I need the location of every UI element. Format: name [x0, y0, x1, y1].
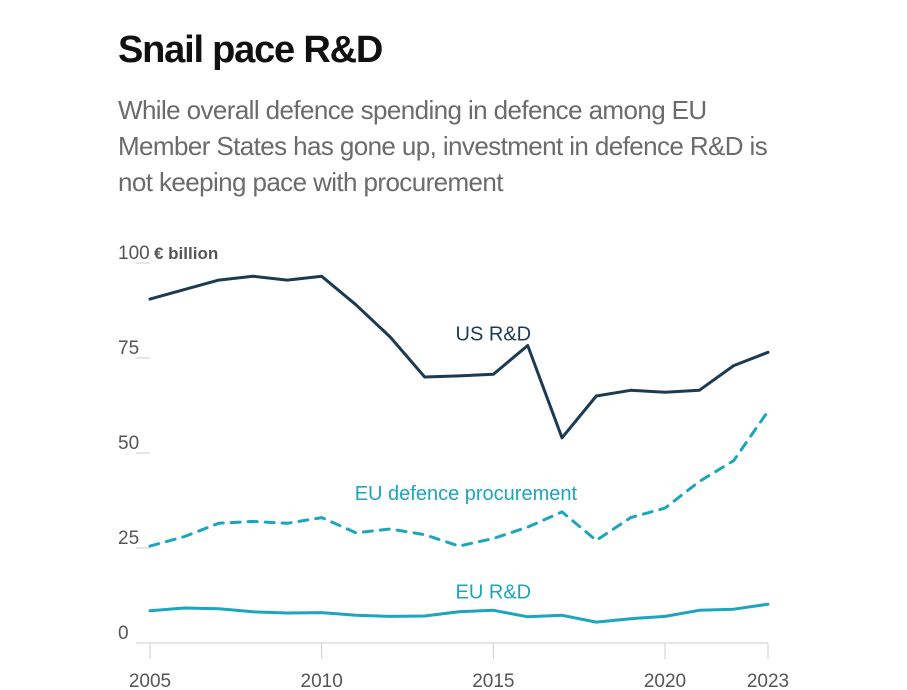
x-tick-label: 2020 [644, 671, 686, 690]
chart-subtitle: While overall defence spending in defenc… [118, 95, 768, 197]
y-tick-label: 75 [118, 338, 139, 359]
x-tick-label: 2010 [301, 671, 343, 690]
x-axis: 2005 2010 2015 2020 2023 [129, 642, 789, 690]
y-tick-label: 100 [118, 243, 150, 264]
us-rd-label: US R&D [456, 323, 532, 345]
y-axis-unit-label: € billion [154, 244, 218, 263]
y-tick-label: 25 [118, 528, 139, 549]
y-tick-label: 0 [118, 623, 129, 644]
y-axis: 0 25 50 75 100 € billion [118, 243, 218, 644]
us-rd-line [148, 274, 770, 440]
series-labels: US R&D EU defence procurement EU R&D [355, 323, 578, 603]
x-tick-label: 2023 [747, 671, 789, 690]
eu-procurement-line [148, 409, 770, 548]
x-tick-label: 2015 [472, 671, 514, 690]
eu-rd-label: EU R&D [456, 581, 532, 603]
x-tick-label: 2005 [129, 671, 171, 690]
y-tick-label: 50 [118, 433, 139, 454]
chart-title: Snail pace R&D [118, 29, 383, 71]
eu-procurement-label: EU defence procurement [355, 483, 578, 505]
eu-rd-line [148, 602, 770, 624]
series-lines [148, 274, 770, 624]
